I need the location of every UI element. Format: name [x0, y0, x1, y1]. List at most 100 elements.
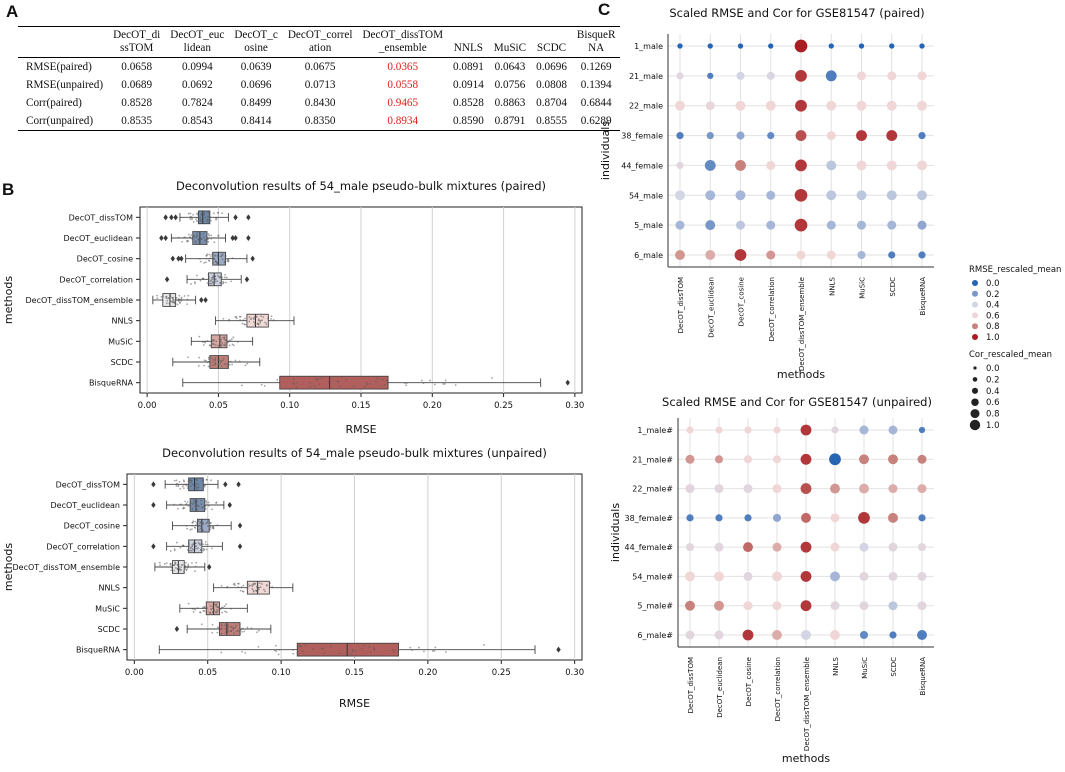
jitter-point — [234, 316, 237, 319]
jitter-point — [191, 608, 194, 610]
jitter-point — [179, 546, 182, 549]
jitter-point — [217, 363, 220, 366]
x-tick-label: SCDC — [890, 657, 898, 677]
dot — [735, 190, 746, 201]
jitter-point — [226, 631, 229, 633]
dot — [675, 250, 685, 260]
jitter-point — [365, 383, 368, 386]
jitter-point — [257, 588, 260, 591]
jitter-point — [182, 483, 185, 486]
jitter-point — [192, 220, 195, 223]
dot — [917, 220, 927, 230]
jitter-point — [207, 273, 210, 276]
jitter-point — [178, 568, 181, 571]
jitter-point — [208, 234, 211, 237]
jitter-point — [255, 315, 258, 318]
jitter-point — [190, 481, 193, 484]
y-tick-label: MuSiC — [95, 604, 120, 613]
boxplot-paired: Deconvolution results of 54_male pseudo-… — [2, 179, 584, 436]
jitter-point — [186, 549, 189, 551]
dot — [800, 483, 812, 494]
jitter-point — [405, 384, 408, 387]
jitter-point — [217, 606, 220, 609]
dot — [858, 511, 870, 524]
jitter-point — [222, 336, 224, 339]
jitter-point — [191, 237, 193, 240]
dot — [888, 425, 898, 435]
jitter-point — [204, 261, 207, 264]
dot — [830, 542, 840, 552]
jitter-point — [216, 631, 219, 634]
y-tick-label: DecOT_euclidean — [51, 501, 120, 510]
jitter-point — [191, 521, 194, 524]
legend-title-cor: Cor_rescaled_mean — [969, 350, 1052, 360]
jitter-point — [179, 487, 182, 490]
dot — [917, 160, 927, 171]
jitter-point — [423, 650, 425, 653]
jitter-point — [225, 342, 228, 345]
jitter-point — [171, 301, 174, 303]
jitter-point — [158, 561, 161, 564]
jitter-point — [228, 339, 231, 342]
jitter-point — [267, 317, 270, 319]
y-tick-label: DecOT_euclidean — [64, 234, 133, 243]
dot — [686, 426, 694, 434]
jitter-point — [229, 360, 232, 363]
jitter-point — [192, 611, 195, 613]
chart-title: Deconvolution results of 54_male pseudo-… — [162, 446, 547, 460]
jitter-point — [198, 486, 200, 489]
jitter-point — [210, 279, 213, 282]
dot — [888, 601, 898, 611]
dot — [886, 160, 897, 171]
jitter-point — [190, 528, 193, 531]
outlier-point — [151, 481, 156, 488]
jitter-point — [277, 653, 280, 656]
jitter-point — [214, 611, 217, 613]
jitter-point — [186, 567, 189, 569]
outlier-point — [151, 502, 156, 508]
jitter-point — [177, 485, 180, 488]
jitter-point — [200, 237, 203, 240]
table-cell: 0.1269 — [580, 61, 612, 73]
jitter-point — [221, 342, 224, 344]
dot — [772, 630, 782, 640]
y-tick-label: 1_male# — [637, 426, 673, 435]
jitter-point — [257, 645, 260, 648]
jitter-point — [242, 584, 245, 587]
jitter-point — [252, 317, 255, 319]
jitter-point — [196, 607, 199, 609]
dot — [888, 571, 898, 581]
table-cell: 0.8555 — [531, 112, 572, 131]
jitter-point — [205, 500, 207, 502]
jitter-point — [222, 344, 225, 346]
jitter-point — [224, 362, 227, 365]
jitter-point — [199, 260, 202, 263]
table-cell: 0.8934 — [357, 112, 449, 131]
legend-swatch — [972, 290, 978, 297]
table-header-row: DecOT_di ssTOM DecOT_euc lidean DecOT_c osine… — [18, 26, 621, 58]
dot — [917, 630, 927, 640]
dot — [859, 454, 869, 465]
jitter-point — [274, 644, 277, 647]
jitter-point — [196, 213, 199, 216]
dot — [705, 250, 716, 260]
jitter-point — [225, 625, 228, 628]
jitter-point — [491, 377, 493, 379]
jitter-point — [206, 520, 209, 523]
x-tick-label: MuSiC — [861, 657, 869, 679]
jitter-point — [180, 298, 183, 300]
jitter-point — [195, 241, 197, 244]
jitter-point — [205, 522, 208, 525]
jitter-point — [182, 479, 185, 482]
jitter-point — [224, 610, 227, 613]
jitter-point — [221, 276, 224, 279]
x-tick-label: DecOT_dissTOM_ensemble — [803, 657, 811, 751]
jitter-point — [184, 500, 187, 503]
jitter-point — [177, 236, 180, 239]
jitter-point — [211, 607, 214, 610]
jitter-point — [212, 358, 215, 361]
jitter-point — [254, 316, 257, 319]
jitter-point — [315, 378, 317, 381]
jitter-point — [209, 522, 212, 524]
jitter-point — [172, 296, 175, 299]
